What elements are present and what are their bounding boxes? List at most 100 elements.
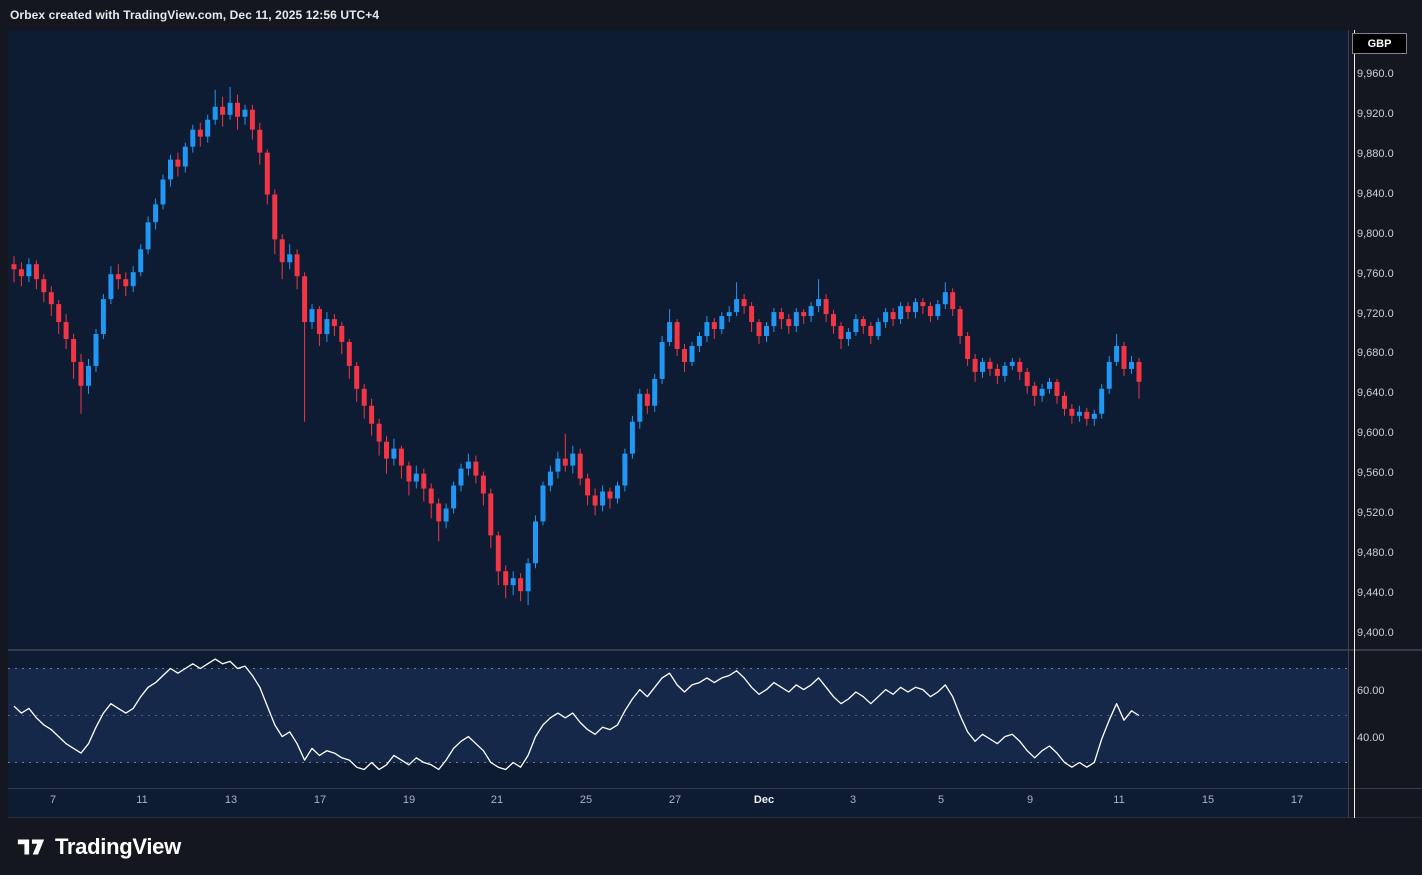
chart-bottom-edge bbox=[8, 817, 1422, 818]
candle-body bbox=[242, 109, 248, 117]
candle-body bbox=[1047, 381, 1052, 389]
candle-body bbox=[942, 292, 948, 305]
candle-body bbox=[1106, 361, 1112, 389]
candle-body bbox=[205, 119, 211, 137]
candle-body bbox=[421, 473, 427, 489]
candle-body bbox=[600, 491, 606, 506]
candle-body bbox=[145, 222, 151, 250]
rsi-pane[interactable] bbox=[8, 652, 1348, 786]
rsi-axis-label: 40.00 bbox=[1357, 732, 1385, 745]
symbol-badge[interactable]: GBP bbox=[1352, 33, 1407, 54]
pane-separator-bottom[interactable] bbox=[8, 788, 1422, 789]
price-axis-label: 9,400.0 bbox=[1357, 626, 1394, 639]
price-axis-label: 9,720.0 bbox=[1357, 307, 1394, 320]
time-axis-label: 3 bbox=[849, 794, 857, 806]
time-axis-label: 17 bbox=[313, 794, 327, 806]
candle-body bbox=[890, 312, 896, 320]
candle-body bbox=[927, 306, 933, 317]
candle-body bbox=[1054, 381, 1060, 396]
time-axis-label: 11 bbox=[1113, 794, 1125, 806]
candle-body bbox=[495, 535, 501, 572]
candle-body bbox=[279, 239, 285, 263]
candle-body bbox=[980, 361, 985, 372]
candle-body bbox=[1069, 408, 1075, 416]
candle-body bbox=[78, 361, 84, 386]
chart-background bbox=[8, 30, 1348, 818]
candle-body bbox=[384, 441, 389, 459]
candle-body bbox=[436, 503, 442, 522]
rsi-line bbox=[13, 658, 1140, 771]
candle-body bbox=[406, 465, 412, 482]
candle-body bbox=[540, 485, 546, 522]
candle-body bbox=[719, 316, 725, 330]
candle-body bbox=[801, 312, 807, 317]
candle-body bbox=[957, 309, 963, 336]
pane-separator[interactable] bbox=[8, 649, 1422, 651]
candle-body bbox=[994, 368, 1000, 376]
candle-body bbox=[749, 306, 755, 322]
candle-body bbox=[130, 272, 136, 287]
candle-body bbox=[316, 309, 322, 334]
tradingview-logo-icon bbox=[17, 839, 45, 854]
rsi-axis-label: 60.00 bbox=[1357, 685, 1385, 698]
candle-body bbox=[1099, 388, 1105, 414]
candle-body bbox=[585, 478, 591, 496]
candle-body bbox=[1024, 371, 1030, 386]
candle-body bbox=[592, 495, 598, 506]
candle-body bbox=[570, 453, 576, 466]
candle-body bbox=[369, 405, 375, 424]
time-axis-label: 19 bbox=[402, 794, 416, 806]
candle-body bbox=[428, 488, 434, 504]
price-axis-label: 9,960.0 bbox=[1357, 68, 1394, 81]
candle-body bbox=[615, 485, 620, 499]
candle-body bbox=[249, 109, 255, 130]
bottom-bar: TradingView bbox=[0, 818, 1422, 875]
time-axis-label: 11 bbox=[136, 794, 148, 806]
candle-body bbox=[1114, 346, 1120, 362]
candle-body bbox=[987, 361, 993, 369]
candle-body bbox=[816, 299, 822, 307]
candle-body bbox=[93, 334, 99, 366]
candle-body bbox=[898, 306, 904, 320]
candle-body bbox=[704, 322, 710, 337]
candle-body bbox=[227, 102, 233, 115]
candle-body bbox=[667, 322, 673, 342]
candle-body bbox=[354, 365, 360, 389]
candle-body bbox=[845, 332, 851, 339]
attribution-bar: Orbex created with TradingView.com, Dec … bbox=[0, 0, 1422, 30]
price-axis-label: 9,480.0 bbox=[1357, 546, 1394, 559]
candle-body bbox=[190, 129, 196, 147]
candle-body bbox=[1091, 413, 1097, 419]
candle-body bbox=[555, 458, 561, 472]
price-axis-label: 9,680.0 bbox=[1357, 347, 1394, 360]
price-axis-label: 9,920.0 bbox=[1357, 108, 1394, 121]
candle-body bbox=[86, 365, 91, 386]
candle-body bbox=[764, 326, 769, 336]
price-axis-label: 9,600.0 bbox=[1357, 427, 1394, 440]
candle-body bbox=[935, 304, 941, 317]
candle-body bbox=[1076, 411, 1082, 416]
candle-body bbox=[965, 336, 971, 359]
candle-body bbox=[488, 493, 494, 536]
candle-body bbox=[212, 106, 218, 120]
attribution-text: Orbex created with TradingView.com, Dec … bbox=[10, 8, 380, 22]
candle-body bbox=[883, 312, 889, 323]
candle-body bbox=[175, 159, 181, 167]
candle-body bbox=[41, 279, 47, 293]
price-axis-label: 9,840.0 bbox=[1357, 187, 1394, 200]
candle-body bbox=[108, 274, 114, 300]
price-axis-label: 9,800.0 bbox=[1357, 227, 1394, 240]
candle-body bbox=[1017, 361, 1023, 372]
candle-body bbox=[637, 393, 643, 422]
candle-body bbox=[518, 578, 524, 592]
candle-body bbox=[287, 254, 293, 263]
tradingview-logo[interactable]: TradingView bbox=[16, 834, 181, 860]
candle-body bbox=[562, 458, 568, 466]
candle-body bbox=[533, 521, 538, 564]
candle-body bbox=[547, 471, 553, 486]
candle-body bbox=[443, 508, 449, 522]
candle-body bbox=[868, 326, 874, 336]
candle-body bbox=[331, 319, 337, 327]
candlestick-chart[interactable] bbox=[8, 30, 1348, 648]
candle-body bbox=[63, 322, 69, 339]
